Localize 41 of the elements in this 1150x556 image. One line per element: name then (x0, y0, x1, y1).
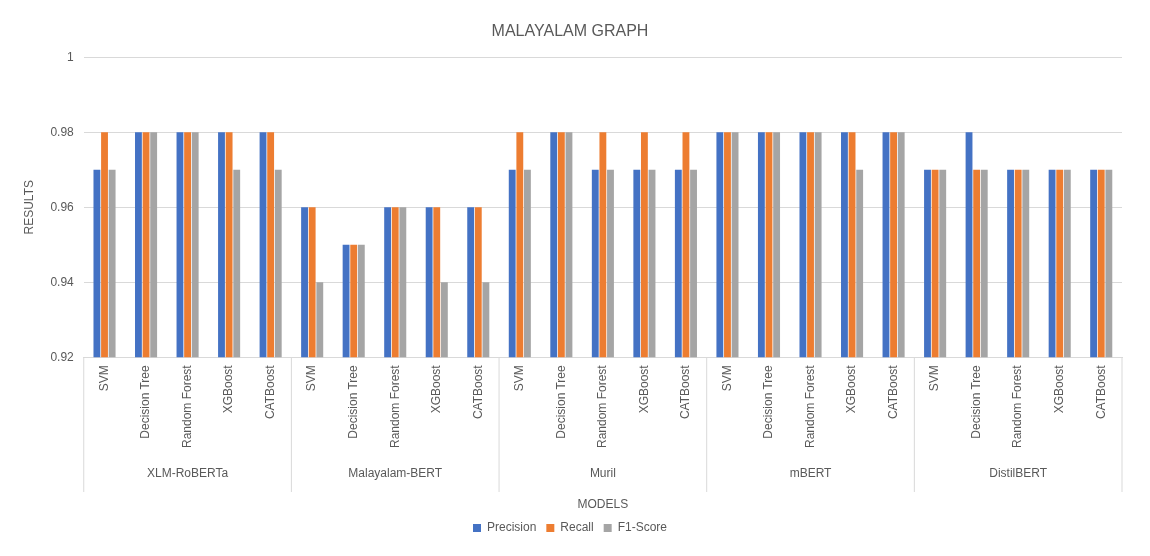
x-tick-label: Random Forest (179, 364, 194, 448)
x-tick-label: Decision Tree (346, 364, 361, 439)
x-tick-label: SVM (512, 365, 527, 392)
text: mBERT (789, 466, 833, 481)
x-tick-label: CATBoost (1093, 364, 1108, 420)
x-tick-label: XGBoost (844, 364, 859, 414)
x-axis-title: MODELS (577, 497, 629, 512)
x-tick-label: SVM (719, 365, 734, 392)
legend-label: Recall (560, 520, 594, 535)
x-tick-label: Decision Tree (138, 364, 153, 439)
x-tick-label: Decision Tree (761, 364, 776, 439)
x-tick-label: CATBoost (470, 364, 485, 420)
x-tick-label: SVM (927, 365, 942, 392)
text: Malayalam-BERT (348, 466, 443, 481)
x-tick-label: Random Forest (595, 364, 610, 448)
x-tick-label: Decision Tree (553, 364, 568, 439)
legend-label: Precision (486, 520, 537, 535)
chart-title: MALAYALAM GRAPH (491, 22, 649, 40)
x-tick-label: Random Forest (802, 364, 817, 448)
x-tick-label: CATBoost (262, 364, 277, 420)
legend-label: F1-Score (617, 520, 668, 535)
y-tick-label: 0.94 (50, 274, 75, 289)
text: Muril (589, 466, 616, 481)
y-tick-label: 0.96 (50, 199, 75, 214)
text: DistilBERT (989, 466, 1048, 481)
x-tick-label: CATBoost (885, 364, 900, 420)
x-tick-label: SVM (304, 365, 319, 392)
y-tick-label: 0.98 (50, 124, 75, 139)
text: XLM-RoBERTa (147, 466, 229, 481)
x-tick-label: Decision Tree (968, 364, 983, 439)
x-tick-label: CATBoost (678, 364, 693, 420)
y-axis-title: RESULTS (21, 180, 36, 235)
x-tick-label: XGBoost (1052, 364, 1067, 414)
x-tick-label: Random Forest (1010, 364, 1025, 448)
y-tick-label: 0.92 (50, 349, 75, 364)
x-tick-label: XGBoost (221, 364, 236, 414)
x-tick-label: SVM (96, 365, 111, 392)
x-tick-label: XGBoost (429, 364, 444, 414)
x-tick-label: XGBoost (636, 364, 651, 414)
x-tick-label: Random Forest (387, 364, 402, 448)
y-tick-label: 1 (67, 49, 75, 64)
